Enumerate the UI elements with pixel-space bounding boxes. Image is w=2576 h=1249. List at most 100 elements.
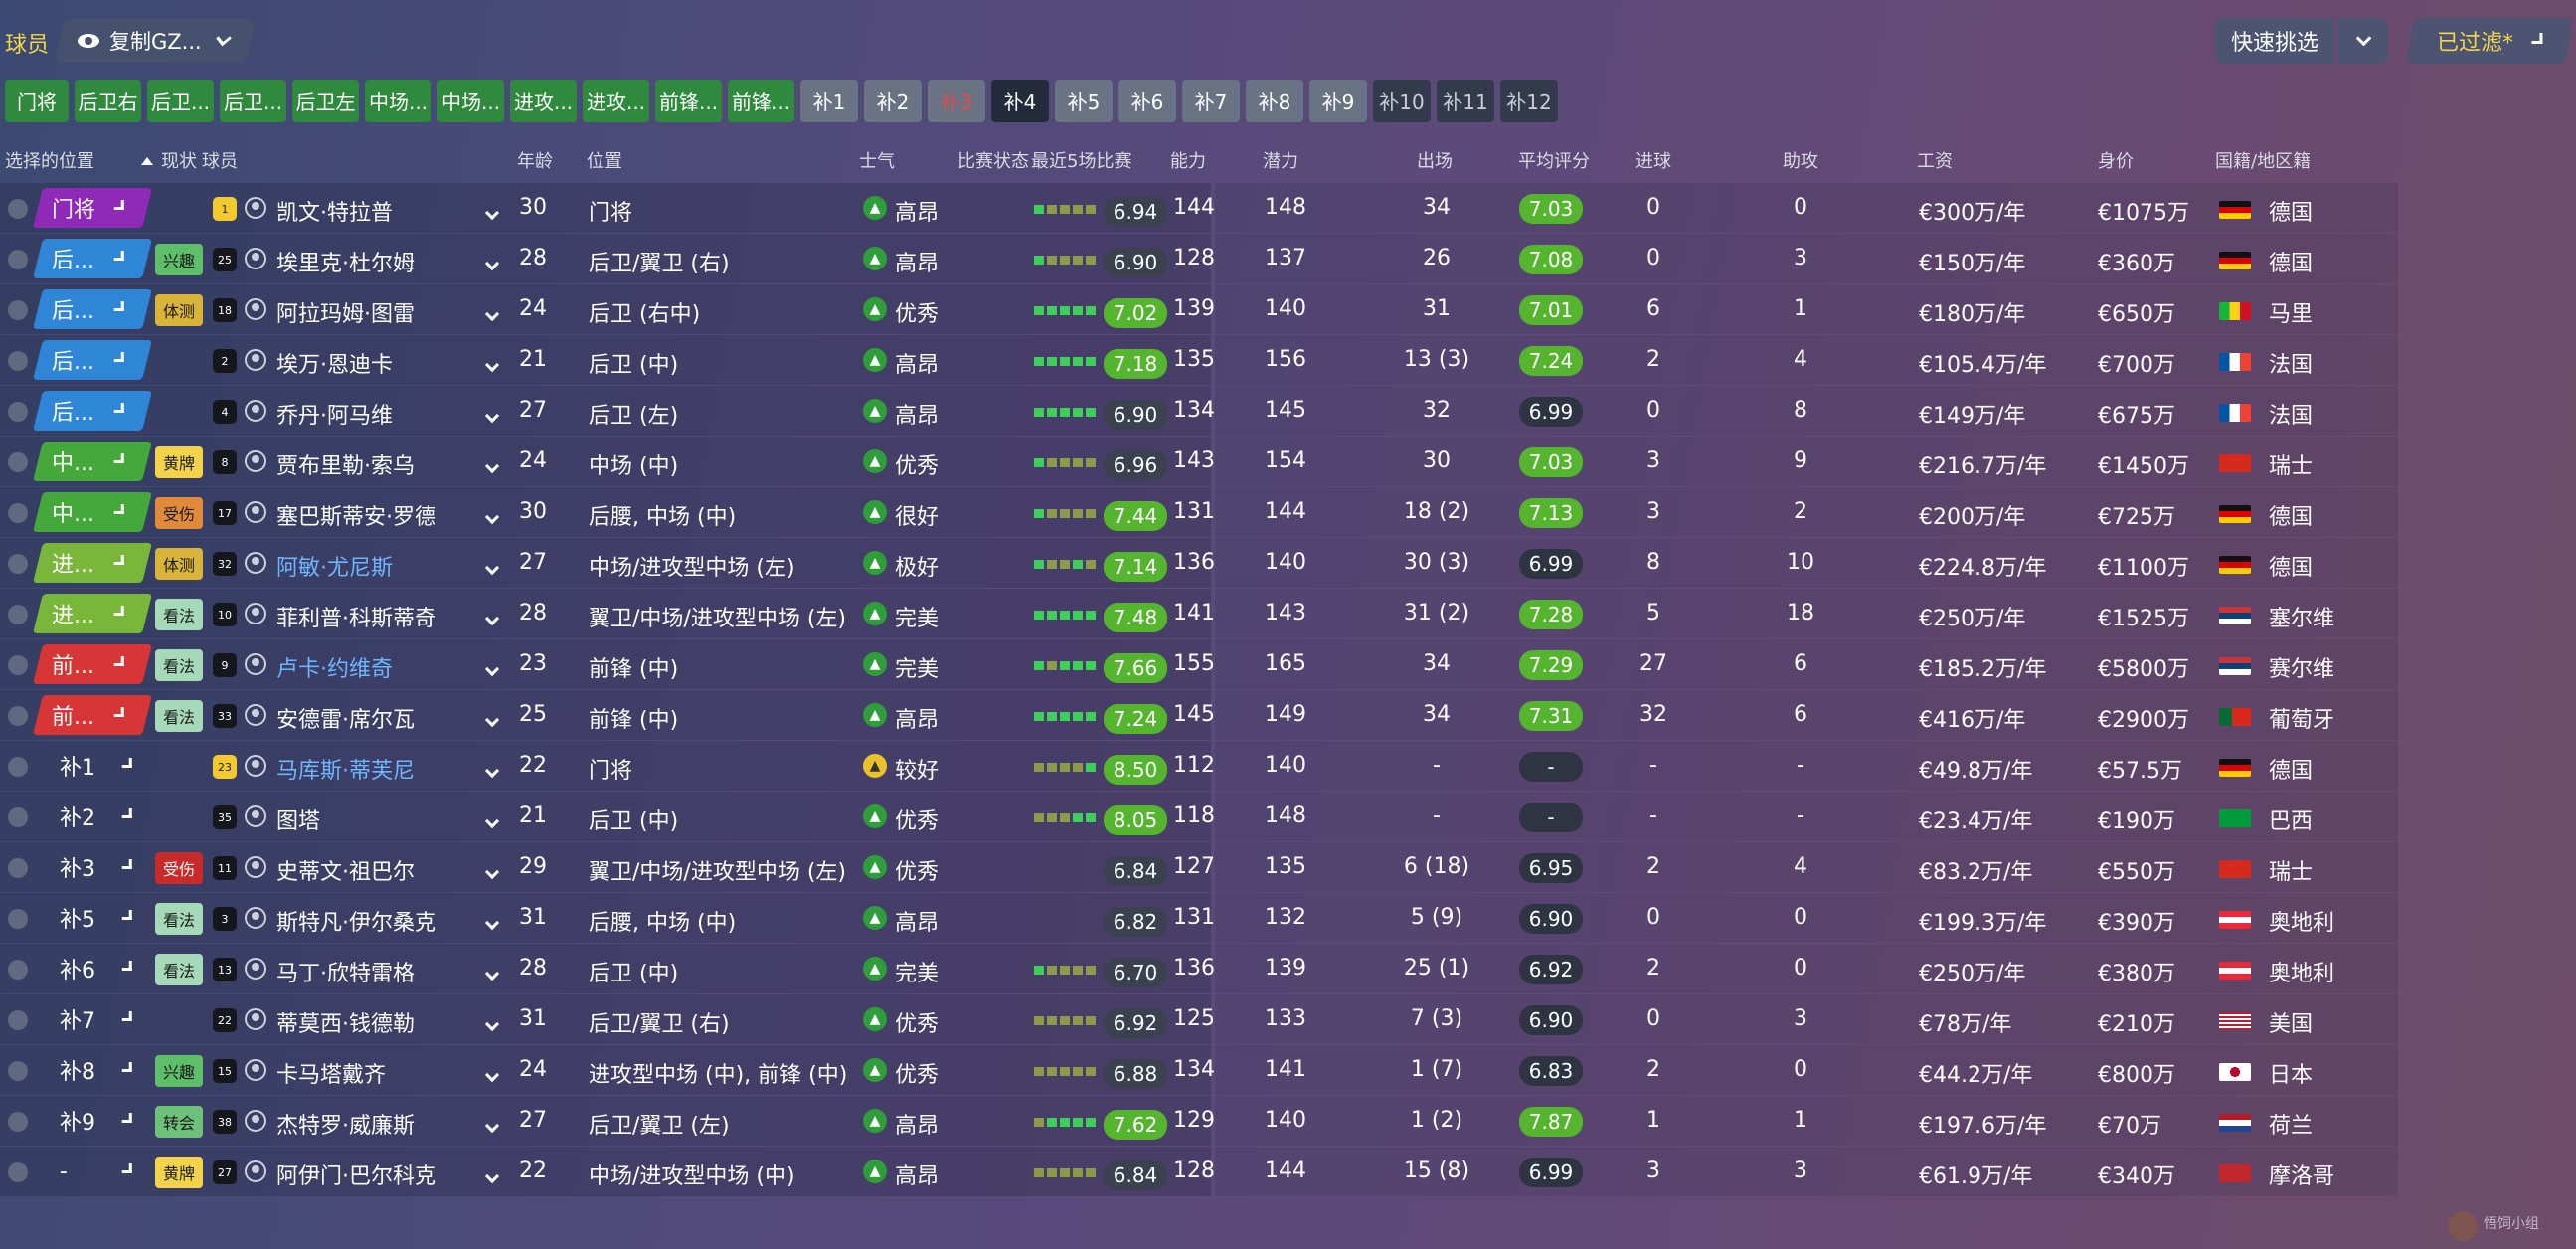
row-menu-chevron[interactable]: [484, 858, 500, 883]
table-row[interactable]: 补8 兴趣 15 卡马塔戴齐 24 进攻型中场 (中), 前锋 (中) ▲ 优秀 6.88 134…: [0, 1045, 2576, 1096]
select-checkbox[interactable]: [8, 300, 28, 320]
table-row[interactable]: 后... 兴趣 25 埃里克·杜尔姆 28 后卫/翼卫 (右) ▲ 高昂 6.90 128 137 2…: [0, 234, 2576, 284]
row-menu-chevron[interactable]: [484, 807, 500, 832]
quick-pick-dropdown[interactable]: [2338, 18, 2388, 64]
player-name[interactable]: 卢卡·约维奇: [276, 657, 393, 682]
player-name[interactable]: 斯特凡·伊尔桑克: [276, 911, 436, 936]
col-selected-position[interactable]: 选择的位置: [5, 151, 94, 172]
filter-button[interactable]: 已过滤*: [2405, 18, 2574, 64]
player-name[interactable]: 卡马塔戴齐: [276, 1063, 387, 1088]
col-potential[interactable]: 潜力: [1263, 151, 1298, 172]
position-chip[interactable]: 补2: [864, 80, 922, 122]
select-checkbox[interactable]: [8, 503, 28, 523]
position-selector[interactable]: 补1: [33, 746, 152, 786]
player-name[interactable]: 凯文·特拉普: [276, 201, 393, 226]
position-selector[interactable]: 中...: [33, 492, 152, 532]
select-checkbox[interactable]: [8, 1061, 28, 1081]
select-checkbox[interactable]: [8, 909, 28, 929]
col-position[interactable]: 位置: [587, 151, 622, 172]
status-badge[interactable]: 看法: [155, 954, 203, 985]
table-row[interactable]: 补5 看法 3 斯特凡·伊尔桑克 31 后腰, 中场 (中) ▲ 高昂 6.82 131 132 5 …: [0, 893, 2576, 944]
position-chip[interactable]: 补10: [1373, 80, 1431, 122]
row-menu-chevron[interactable]: [484, 452, 500, 477]
col-status[interactable]: 现状: [141, 147, 197, 173]
row-menu-chevron[interactable]: [484, 909, 500, 934]
position-selector[interactable]: 后...: [33, 340, 152, 380]
table-row[interactable]: 进... 体测 32 阿敏·尤尼斯 27 中场/进攻型中场 (左) ▲ 极好 7.14 136 14…: [0, 538, 2576, 589]
row-menu-chevron[interactable]: [484, 655, 500, 680]
position-selector[interactable]: 门将: [33, 188, 152, 228]
table-row[interactable]: 补9 转会 38 杰特罗·威廉斯 27 后卫/翼卫 (左) ▲ 高昂 7.62 129 140 1 (…: [0, 1096, 2576, 1147]
position-chip[interactable]: 补3: [928, 80, 985, 122]
player-name[interactable]: 马库斯·蒂芙尼: [276, 759, 415, 784]
status-badge[interactable]: 看法: [155, 700, 203, 732]
table-row[interactable]: 门将 1 凯文·特拉普 30 门将 ▲ 高昂 6.94 144 148 34 7.03 0 0 €300万/…: [0, 183, 2576, 234]
player-name[interactable]: 蒂莫西·钱德勒: [276, 1012, 415, 1037]
position-chip[interactable]: 后卫左: [292, 80, 359, 122]
row-menu-chevron[interactable]: [484, 351, 500, 376]
select-checkbox[interactable]: [8, 605, 28, 624]
player-name[interactable]: 阿敏·尤尼斯: [276, 556, 393, 581]
position-chip[interactable]: 前锋...: [655, 80, 722, 122]
table-row[interactable]: 中... 黄牌 8 贾布里勒·索乌 24 中场 (中) ▲ 优秀 6.96 143 154 30 7.0…: [0, 437, 2576, 487]
position-selector[interactable]: 补2: [33, 797, 152, 836]
position-chip[interactable]: 补12: [1500, 80, 1558, 122]
player-name[interactable]: 乔丹·阿马维: [276, 404, 393, 429]
row-menu-chevron[interactable]: [484, 250, 500, 274]
row-menu-chevron[interactable]: [484, 960, 500, 984]
position-chip[interactable]: 前锋...: [728, 80, 794, 122]
row-menu-chevron[interactable]: [484, 503, 500, 528]
table-row[interactable]: 补1 23 马库斯·蒂芙尼 22 门将 ▲ 较好 8.50 112 140 - - - - €49.8万/年…: [0, 741, 2576, 792]
position-chip[interactable]: 进攻...: [510, 80, 577, 122]
table-row[interactable]: 前... 看法 33 安德雷·席尔瓦 25 前锋 (中) ▲ 高昂 7.24 145 149 34 7.…: [0, 690, 2576, 741]
col-value[interactable]: 身价: [2098, 151, 2134, 172]
position-chip[interactable]: 补5: [1055, 80, 1113, 122]
position-selector[interactable]: 补3: [33, 847, 152, 887]
col-nation[interactable]: 国籍/地区籍: [2215, 151, 2312, 172]
select-checkbox[interactable]: [8, 250, 28, 269]
position-selector[interactable]: 补9: [33, 1101, 152, 1141]
status-badge[interactable]: 体测: [155, 294, 203, 326]
select-checkbox[interactable]: [8, 960, 28, 980]
status-badge[interactable]: 兴趣: [155, 1055, 203, 1087]
position-chip[interactable]: 进攻...: [583, 80, 649, 122]
table-row[interactable]: 前... 看法 9 卢卡·约维奇 23 前锋 (中) ▲ 完美 7.66 155 165 34 7.29…: [0, 639, 2576, 690]
row-menu-chevron[interactable]: [484, 554, 500, 579]
position-chip[interactable]: 门将: [5, 80, 69, 122]
col-assists[interactable]: 助攻: [1783, 151, 1818, 172]
row-menu-chevron[interactable]: [484, 402, 500, 427]
table-row[interactable]: 中... 受伤 17 塞巴斯蒂安·罗德 30 后腰, 中场 (中) ▲ 很好 7.44 131 14…: [0, 487, 2576, 538]
table-row[interactable]: 后... 体测 18 阿拉玛姆·图雷 24 后卫 (右中) ▲ 优秀 7.02 139 140 31 7…: [0, 284, 2576, 335]
col-age[interactable]: 年龄: [517, 151, 553, 172]
player-name[interactable]: 菲利普·科斯蒂奇: [276, 607, 436, 631]
position-chip[interactable]: 补11: [1437, 80, 1494, 122]
select-checkbox[interactable]: [8, 1112, 28, 1132]
row-menu-chevron[interactable]: [484, 757, 500, 782]
position-chip[interactable]: 补9: [1309, 80, 1367, 122]
select-checkbox[interactable]: [8, 351, 28, 371]
position-chip[interactable]: 后卫右: [75, 80, 141, 122]
status-badge[interactable]: 看法: [155, 903, 203, 935]
player-name[interactable]: 安德雷·席尔瓦: [276, 708, 415, 733]
row-menu-chevron[interactable]: [484, 1061, 500, 1086]
table-row[interactable]: - 黄牌 27 阿伊门·巴尔科克 22 中场/进攻型中场 (中) ▲ 高昂 6.84 128 144…: [0, 1147, 2576, 1197]
select-checkbox[interactable]: [8, 554, 28, 574]
col-avg-rating[interactable]: 平均评分: [1518, 151, 1590, 172]
row-menu-chevron[interactable]: [484, 1010, 500, 1035]
position-chip[interactable]: 中场...: [365, 80, 431, 122]
position-selector[interactable]: 进...: [33, 543, 152, 583]
status-badge[interactable]: 黄牌: [155, 1157, 203, 1188]
row-menu-chevron[interactable]: [484, 706, 500, 731]
select-checkbox[interactable]: [8, 199, 28, 219]
table-row[interactable]: 后... 4 乔丹·阿马维 27 后卫 (左) ▲ 高昂 6.90 134 145 32 6.99 0 8…: [0, 386, 2576, 437]
position-chip[interactable]: 补7: [1182, 80, 1240, 122]
table-row[interactable]: 补3 受伤 11 史蒂文·祖巴尔 29 翼卫/中场/进攻型中场 (左) ▲ 优秀 6.84 127…: [0, 842, 2576, 893]
status-badge[interactable]: 受伤: [155, 497, 203, 529]
position-chip[interactable]: 补4: [991, 80, 1049, 122]
status-badge[interactable]: 体测: [155, 548, 203, 580]
select-checkbox[interactable]: [8, 402, 28, 422]
position-selector[interactable]: 后...: [33, 239, 152, 278]
position-selector[interactable]: 后...: [33, 289, 152, 329]
row-menu-chevron[interactable]: [484, 1112, 500, 1137]
position-chip[interactable]: 补8: [1246, 80, 1303, 122]
